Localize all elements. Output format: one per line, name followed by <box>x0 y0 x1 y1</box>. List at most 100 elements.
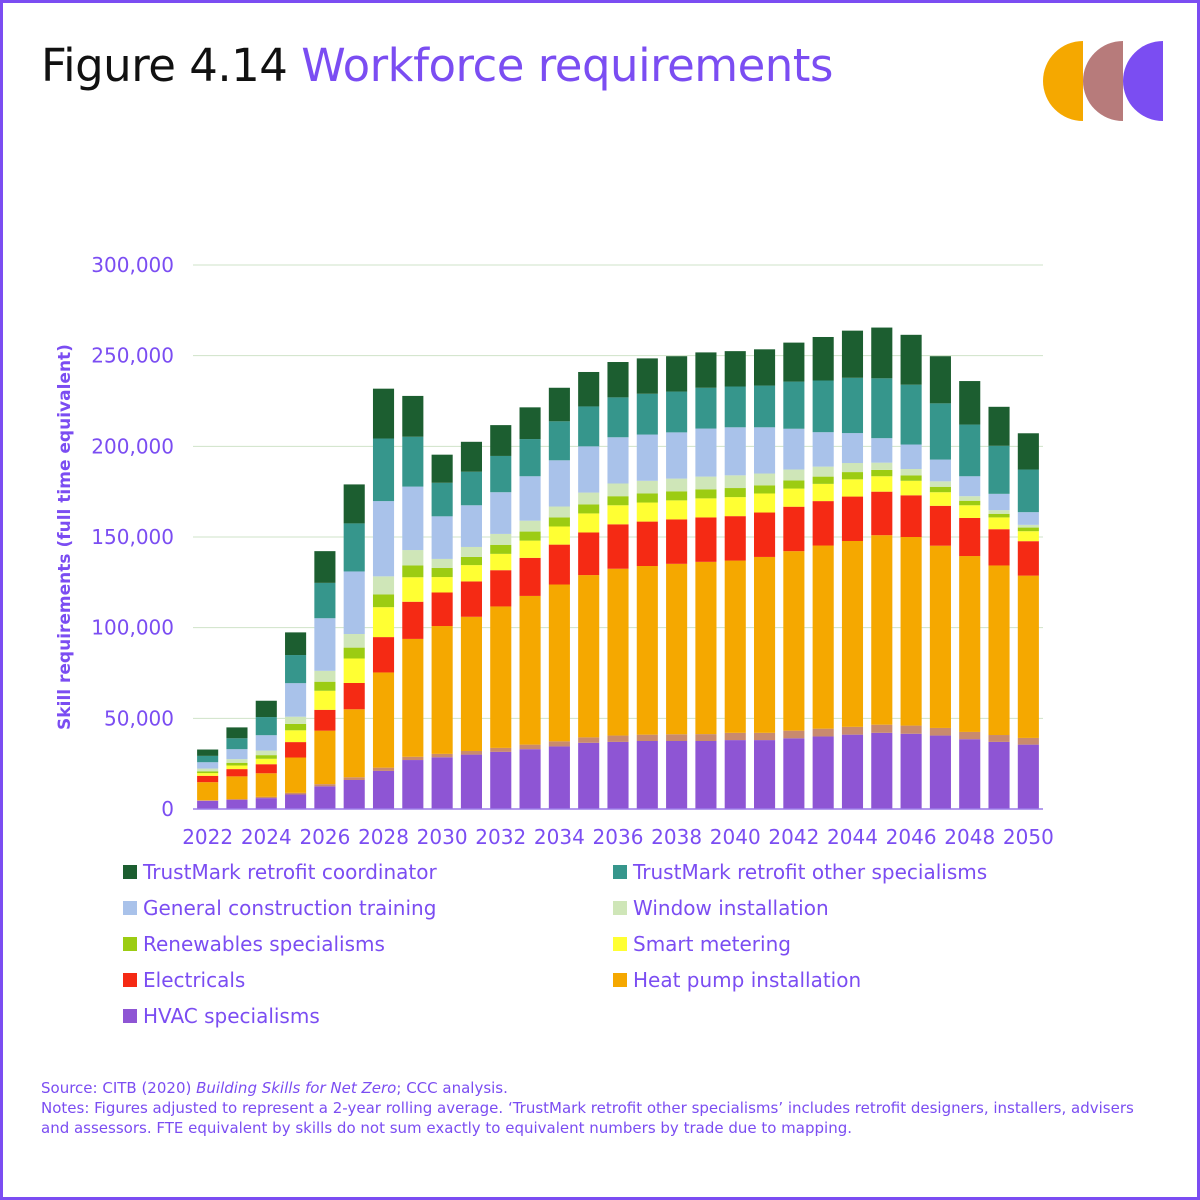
bar-segment <box>519 595 541 745</box>
bar-segment <box>314 551 336 583</box>
bar-segment <box>959 496 981 501</box>
legend-label: Window installation <box>633 896 829 920</box>
source-suffix: ; CCC analysis. <box>396 1079 508 1097</box>
x-tick-label: 2046 <box>886 825 937 849</box>
bar-segment <box>285 792 307 795</box>
bar-segment <box>783 730 805 739</box>
bar-segment <box>372 607 395 638</box>
bar-segment <box>666 491 688 501</box>
bar-segment <box>871 491 893 536</box>
bar-segment <box>460 565 482 582</box>
bar-segment <box>372 501 395 577</box>
bar-segment <box>812 728 834 737</box>
bar-segment <box>754 427 776 474</box>
bar-segment <box>783 342 805 382</box>
bar-segment <box>929 356 951 404</box>
legend-swatch <box>613 901 627 915</box>
bar-segment <box>783 488 805 507</box>
bar-segment <box>314 681 336 691</box>
bar-segment <box>929 735 951 809</box>
bar-segment <box>197 762 219 769</box>
bar-segment <box>841 496 864 541</box>
bar-segment <box>871 469 893 477</box>
bar-segment <box>607 741 629 809</box>
bar-segment <box>548 544 570 585</box>
bar-segment <box>1017 512 1039 525</box>
bar-segment <box>431 558 453 569</box>
bar-segment <box>197 768 219 772</box>
bar-segment <box>607 483 629 497</box>
bar-segment <box>548 421 570 461</box>
x-tick-label: 2026 <box>299 825 350 849</box>
bar-segment <box>314 690 336 710</box>
legend-swatch <box>123 1009 137 1023</box>
bar-segment <box>636 566 658 735</box>
x-tick-label: 2038 <box>651 825 702 849</box>
bar-segment <box>255 717 277 736</box>
bar-segment <box>1017 744 1039 809</box>
legend-swatch <box>613 973 627 987</box>
bar-segment <box>666 519 688 564</box>
bar-segment <box>285 716 307 724</box>
bar-segment <box>490 570 512 607</box>
bar-segment <box>695 489 717 499</box>
bar-segment <box>490 751 512 809</box>
bar-segment <box>285 683 307 717</box>
bar-segment <box>812 336 834 381</box>
bar-segment <box>431 577 453 593</box>
bar-segment <box>314 670 336 682</box>
bar-segment <box>754 485 776 494</box>
bar-segment <box>666 356 688 392</box>
bar-segment <box>695 561 717 735</box>
bar-segment <box>871 535 893 725</box>
bar-segment <box>197 755 219 763</box>
bar-segment <box>871 438 893 463</box>
bar-segment <box>402 638 424 757</box>
bar-segment <box>666 391 688 433</box>
bar-segment <box>490 455 512 493</box>
bar-segment <box>724 427 746 476</box>
bar-segment <box>519 557 541 596</box>
bar-segment <box>695 387 717 429</box>
bar-segment <box>695 498 717 518</box>
bar-segment <box>929 545 951 728</box>
bar-segment <box>285 730 307 743</box>
legend-item: TrustMark retrofit other specialisms <box>613 860 987 884</box>
x-tick-label: 2042 <box>768 825 819 849</box>
x-tick-label: 2034 <box>534 825 585 849</box>
bar-segment <box>226 762 248 766</box>
bar-segment <box>812 501 834 546</box>
bar-segment <box>988 493 1010 511</box>
bar-segment <box>900 733 922 809</box>
bar-segment <box>900 334 922 385</box>
bar-segment <box>343 523 365 572</box>
bar-segment <box>929 492 951 506</box>
legend-swatch <box>123 901 137 915</box>
bar-segment <box>871 724 893 733</box>
y-axis-label: Skill requirements (full time equivalent… <box>55 344 75 730</box>
bar-segment <box>607 735 629 742</box>
bar-segment <box>490 553 512 571</box>
bar-segment <box>871 732 893 809</box>
bar-segment <box>314 786 336 809</box>
legend-item: Smart metering <box>613 932 791 956</box>
bar-segment <box>695 428 717 477</box>
bar-segment <box>841 433 864 464</box>
bar-segment <box>460 556 482 566</box>
x-tick-label: 2044 <box>827 825 878 849</box>
bar-segment <box>285 757 307 793</box>
bar-segment <box>372 576 395 595</box>
bar-segment <box>607 437 629 484</box>
bar-segment <box>402 436 424 487</box>
bar-segment <box>754 512 776 557</box>
stacked-bar-chart: 0 50,000 100,000 150,000 200,000 250,000 300,0… <box>55 253 1054 849</box>
bar-segment <box>460 441 482 472</box>
bar-segment <box>519 520 541 532</box>
bar-segment <box>636 393 658 435</box>
bar-segment <box>1017 433 1039 470</box>
logo-shape-purple <box>1123 41 1163 121</box>
bar-segment <box>841 330 864 378</box>
bar-segment <box>724 475 746 489</box>
x-tick-label: 2036 <box>593 825 644 849</box>
bar-segment <box>636 480 658 494</box>
